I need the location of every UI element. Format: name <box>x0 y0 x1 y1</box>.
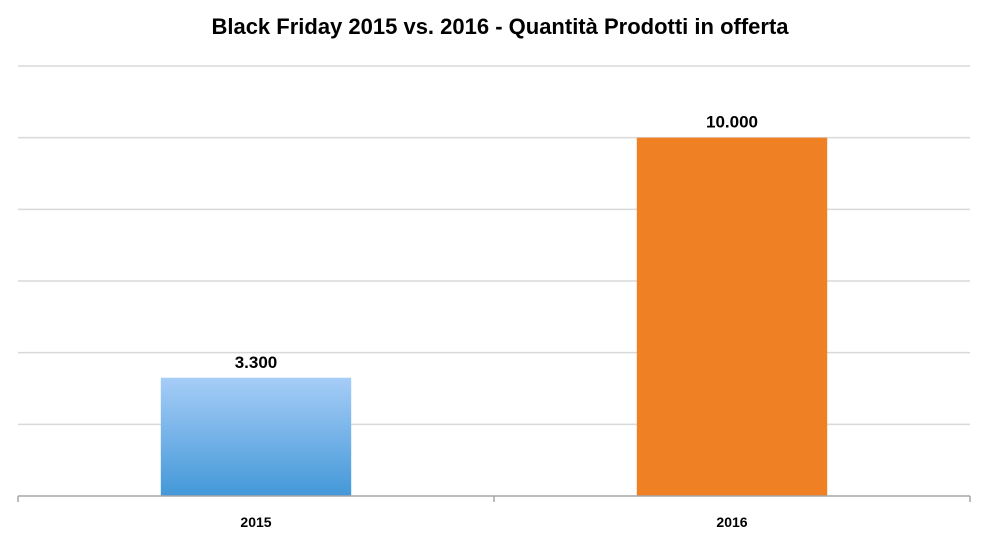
x-tick-label-2015: 2015 <box>240 514 271 530</box>
x-axis: 2015 2016 <box>17 495 971 530</box>
bar-2016 <box>636 137 828 496</box>
data-label-2015: 3.300 <box>235 353 278 372</box>
bars <box>160 137 828 496</box>
bar-2015 <box>160 377 352 496</box>
chart-title: Black Friday 2015 vs. 2016 - Quantità Pr… <box>211 14 789 39</box>
data-labels: 3.300 10.000 <box>235 113 758 372</box>
x-tick-label-2016: 2016 <box>716 514 747 530</box>
gridlines <box>18 65 970 426</box>
data-label-2016: 10.000 <box>706 113 758 132</box>
